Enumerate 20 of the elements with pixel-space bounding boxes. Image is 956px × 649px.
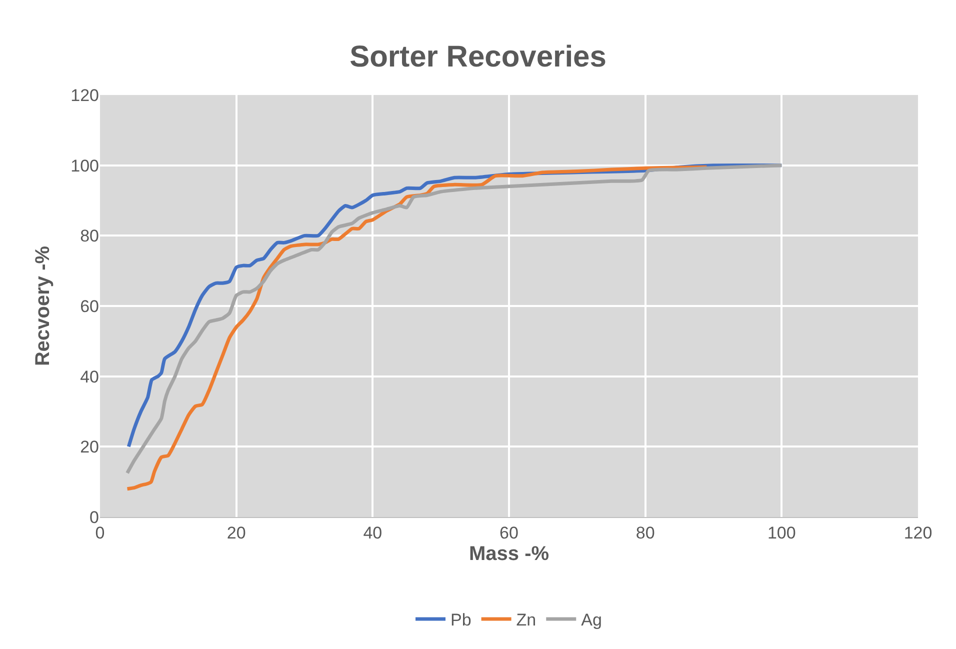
y-tick-label: 20 bbox=[80, 438, 99, 457]
x-tick-label: 100 bbox=[767, 523, 796, 542]
legend-label: Pb bbox=[450, 610, 472, 630]
x-tick-label: 60 bbox=[500, 523, 518, 542]
x-tick-label: 80 bbox=[636, 523, 655, 542]
chart-title: Sorter Recoveries bbox=[350, 40, 606, 74]
legend-label: Zn bbox=[516, 610, 536, 630]
line-series bbox=[126, 165, 708, 491]
y-tick-label: 80 bbox=[80, 226, 99, 246]
x-tick-label: 20 bbox=[226, 523, 246, 542]
y-tick-label: 60 bbox=[80, 296, 99, 316]
y-tick-label: 120 bbox=[70, 86, 99, 105]
x-tick-label: 120 bbox=[904, 523, 932, 542]
x-tick-label: 40 bbox=[363, 523, 382, 542]
legend-label: Ag bbox=[581, 610, 602, 630]
y-tick-label: 40 bbox=[80, 367, 99, 386]
y-axis-title: Recvoery -% bbox=[32, 246, 54, 366]
y-tick-label: 0 bbox=[90, 508, 99, 527]
y-tick-label: 100 bbox=[70, 156, 99, 176]
x-axis-title: Mass -% bbox=[468, 542, 550, 565]
